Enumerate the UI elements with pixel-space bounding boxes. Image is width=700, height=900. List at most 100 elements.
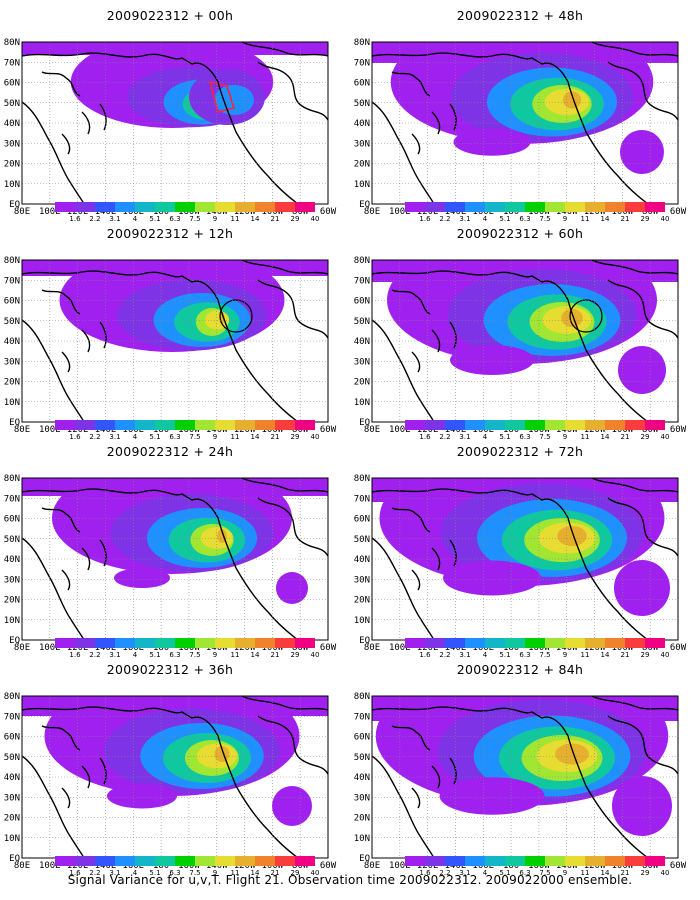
latitude-tick-label: 10N	[4, 180, 20, 190]
colorbar-label: 2.2	[89, 215, 100, 223]
colorbar-swatch	[505, 856, 525, 866]
latitude-tick-label: 20N	[354, 596, 370, 606]
colorbar-label: 14	[601, 433, 610, 441]
colorbar-swatch	[445, 638, 465, 648]
latitude-tick-label: 40N	[354, 337, 370, 347]
colorbar-swatch	[75, 202, 95, 212]
colorbar-label: 4	[133, 215, 138, 223]
colorbar-swatch	[195, 856, 215, 866]
colorbar-label: 3.1	[109, 215, 120, 223]
colorbar-label: 2.2	[89, 433, 100, 441]
longitude-tick-label: 60W	[320, 207, 337, 217]
colorbar-label: 1.6	[419, 433, 431, 441]
colorbar-swatch	[235, 202, 255, 212]
colorbar-swatch	[525, 202, 545, 212]
colorbar-swatch	[255, 420, 275, 430]
colorbar-swatch	[565, 420, 585, 430]
colorbar-label: 2.2	[439, 651, 450, 659]
colorbar-swatch	[505, 420, 525, 430]
latitude-tick-label: 80N	[354, 692, 370, 702]
colorbar-label: 21	[621, 215, 630, 223]
colorbar-swatch	[625, 420, 645, 430]
colorbar-label: 7.5	[189, 433, 200, 441]
colorbar-label: 5.1	[499, 869, 510, 877]
latitude-tick-label: EQ	[9, 854, 20, 864]
map-plot: 80N70N60N50N40N30N20N10NEQ80E100E120E140…	[354, 38, 687, 217]
latitude-tick-label: 30N	[354, 139, 370, 149]
colorbar-label: 14	[251, 651, 260, 659]
map-plot: 80N70N60N50N40N30N20N10NEQ80E100E120E140…	[354, 256, 687, 435]
colorbar-label: 3.1	[109, 869, 120, 877]
colorbar-swatch	[565, 856, 585, 866]
latitude-tick-label: 80N	[354, 38, 370, 48]
longitude-tick-label: 100E	[389, 425, 411, 435]
colorbar-label: 4	[133, 433, 138, 441]
colorbar-label: 9	[213, 433, 217, 441]
colorbar-swatch	[195, 202, 215, 212]
latitude-tick-label: EQ	[359, 636, 370, 646]
colorbar-label: 21	[271, 433, 280, 441]
latitude-tick-label: EQ	[9, 418, 20, 428]
latitude-tick-label: 60N	[354, 297, 370, 307]
latitude-tick-label: 30N	[354, 793, 370, 803]
colorbar: 1.6 2.2 3.1 4 5.1 6.3 7.5 9 11 14 21 29 40	[55, 202, 319, 223]
colorbar-label: 14	[251, 433, 260, 441]
colorbar: 1.6 2.2 3.1 4 5.1 6.3 7.5 9 11 14 21 29 40	[405, 638, 669, 659]
longitude-tick-label: 80E	[364, 425, 380, 435]
latitude-tick-label: 40N	[354, 555, 370, 565]
colorbar-label: 11	[231, 433, 240, 441]
colorbar-swatch	[115, 856, 135, 866]
colorbar-swatch	[525, 420, 545, 430]
colorbar-label: 14	[251, 869, 260, 877]
longitude-tick-label: 100E	[39, 425, 61, 435]
latitude-tick-label: 40N	[354, 119, 370, 129]
panel-title: 2009022312 + 36h	[106, 662, 234, 677]
colorbar-swatch	[215, 638, 235, 648]
colorbar-label: 7.5	[189, 651, 200, 659]
map-panel-48h: 2009022312 + 48h 80N 70N 60N 50N 40N 30N 20N 10…	[350, 8, 690, 226]
colorbar-swatch	[95, 420, 115, 430]
colorbar-label: 6.3	[519, 215, 530, 223]
colorbar-label: 21	[621, 433, 630, 441]
colorbar-swatch	[175, 420, 195, 430]
colorbar-swatch	[155, 638, 175, 648]
longitude-tick-label: 80E	[364, 643, 380, 653]
colorbar-label: 21	[621, 869, 630, 877]
colorbar-swatch	[255, 202, 275, 212]
colorbar-label: 7.5	[539, 651, 550, 659]
colorbar-swatch	[295, 420, 315, 430]
colorbar-label: 14	[601, 651, 610, 659]
latitude-tick-label: 30N	[4, 357, 20, 367]
latitude-tick-label: 40N	[4, 119, 20, 129]
colorbar-swatch	[55, 856, 75, 866]
colorbar-swatch	[585, 420, 605, 430]
latitude-tick-label: 30N	[4, 139, 20, 149]
colorbar-label: 1.6	[419, 869, 431, 877]
colorbar-swatch	[55, 202, 75, 212]
latitude-tick-label: 10N	[354, 180, 370, 190]
latitude-tick-label: 50N	[354, 99, 370, 109]
latitude-tick-label: 70N	[354, 276, 370, 286]
colorbar-swatch	[75, 638, 95, 648]
colorbar-swatch	[235, 638, 255, 648]
latitude-tick-label: EQ	[359, 200, 370, 210]
map-panel-00h: 2009022312 + 00h 80N 70N 60N 50N 40N 30N 20N 10…	[0, 8, 340, 226]
longitude-tick-label: 100E	[389, 861, 411, 871]
latitude-tick-label: 60N	[4, 297, 20, 307]
colorbar-swatch	[155, 420, 175, 430]
colorbar-label: 2.2	[89, 869, 100, 877]
colorbar-swatch	[175, 638, 195, 648]
colorbar-label: 29	[291, 433, 300, 441]
panel-title: 2009022312 + 84h	[456, 662, 584, 677]
colorbar-swatch	[525, 638, 545, 648]
colorbar-swatch	[605, 638, 625, 648]
colorbar-swatch	[465, 202, 485, 212]
colorbar-swatch	[255, 856, 275, 866]
colorbar-label: 5.1	[149, 215, 160, 223]
colorbar-label: 4	[483, 869, 488, 877]
colorbar-label: 4	[133, 869, 138, 877]
colorbar-swatch	[445, 420, 465, 430]
colorbar-swatch	[115, 202, 135, 212]
colorbar-swatch	[255, 638, 275, 648]
latitude-tick-label: 50N	[354, 535, 370, 545]
